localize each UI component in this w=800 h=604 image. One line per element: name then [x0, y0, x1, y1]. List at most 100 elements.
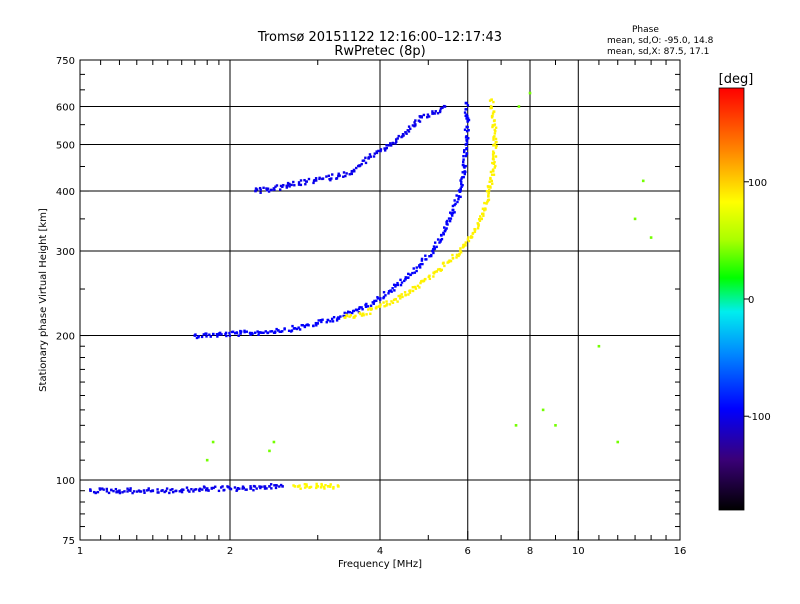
- echo-point: [459, 187, 462, 190]
- echo-point: [444, 228, 447, 232]
- echo-point: [392, 283, 396, 287]
- echo-point: [480, 212, 484, 216]
- echo-point: [362, 159, 366, 162]
- echo-point: [290, 183, 293, 187]
- echo-point: [121, 491, 124, 494]
- echo-point: [249, 333, 252, 336]
- echo-point: [435, 245, 438, 249]
- echo-point: [243, 330, 246, 334]
- echo-point: [493, 160, 496, 164]
- echo-point: [305, 485, 308, 488]
- echo-point: [451, 204, 455, 208]
- echo-point: [490, 173, 494, 176]
- echo-point: [463, 149, 466, 152]
- echo-point: [210, 487, 213, 490]
- echo-point: [352, 309, 356, 313]
- echo-point: [156, 488, 159, 491]
- echo-point: [467, 129, 470, 132]
- echo-point: [265, 487, 268, 490]
- echo-point: [641, 179, 645, 183]
- y-tick-label: 600: [56, 103, 75, 114]
- echo-point: [399, 297, 402, 300]
- echo-point: [431, 110, 434, 113]
- x-tick-label: 10: [572, 546, 585, 557]
- echo-point: [417, 119, 421, 122]
- echo-point: [354, 308, 358, 311]
- echo-point: [411, 286, 415, 289]
- echo-point: [220, 333, 223, 336]
- echo-point: [384, 294, 387, 297]
- echo-point: [322, 485, 326, 489]
- y-tick-label: 75: [62, 536, 75, 547]
- echo-point: [231, 330, 235, 333]
- echo-point: [445, 227, 448, 230]
- echo-point: [293, 184, 296, 187]
- echo-point: [391, 287, 394, 290]
- echo-point: [369, 312, 372, 316]
- echo-point: [399, 278, 402, 282]
- echo-point: [315, 324, 318, 327]
- echo-point: [195, 336, 199, 340]
- echo-point: [451, 253, 454, 257]
- echo-point: [424, 258, 427, 261]
- echo-point: [299, 179, 303, 182]
- echo-point: [292, 327, 296, 330]
- echo-point: [488, 99, 492, 102]
- echo-point: [409, 273, 412, 276]
- echo-point: [348, 311, 352, 314]
- echo-point: [400, 281, 404, 284]
- echo-point: [465, 130, 469, 133]
- chart-title: Tromsø 20151122 12:16:00–12:17:43: [257, 30, 502, 45]
- echo-point: [205, 487, 209, 490]
- echo-point: [245, 330, 248, 333]
- echo-point: [406, 129, 409, 132]
- echo-point: [149, 490, 153, 493]
- echo-point: [107, 491, 111, 495]
- colorbar-tick-label: 0: [748, 295, 754, 306]
- echo-point: [432, 247, 435, 251]
- echo-point: [489, 177, 492, 181]
- echo-point: [330, 317, 334, 321]
- echo-point: [394, 138, 398, 141]
- echo-point: [464, 241, 467, 244]
- echo-point: [466, 104, 470, 107]
- echo-point: [259, 486, 262, 490]
- echo-point: [408, 291, 412, 294]
- echo-point: [316, 322, 320, 325]
- echo-point: [242, 486, 246, 490]
- echo-point: [479, 215, 482, 218]
- echo-point: [270, 330, 274, 333]
- echo-point: [478, 219, 482, 222]
- echo-point: [373, 152, 376, 155]
- echo-point: [274, 185, 277, 188]
- echo-point: [202, 485, 206, 488]
- echo-point: [362, 313, 365, 317]
- echo-point: [494, 164, 497, 168]
- echo-point: [262, 331, 265, 334]
- echo-point: [110, 488, 113, 492]
- echo-point: [489, 170, 493, 174]
- echo-point: [491, 112, 495, 115]
- echo-point: [283, 327, 286, 330]
- echo-point: [254, 189, 257, 193]
- echo-point: [217, 332, 221, 335]
- echo-point: [200, 335, 204, 339]
- echo-point: [228, 331, 231, 335]
- echo-point: [494, 137, 498, 141]
- echo-point: [345, 172, 348, 175]
- echo-point: [378, 298, 382, 301]
- echo-point: [436, 238, 440, 241]
- echo-point: [94, 491, 97, 494]
- echo-point: [431, 249, 434, 253]
- echo-point: [266, 331, 269, 335]
- echo-point: [383, 147, 386, 150]
- echo-point: [492, 162, 496, 165]
- echo-point: [260, 485, 263, 488]
- echo-point: [326, 318, 329, 322]
- echo-point: [372, 302, 375, 305]
- echo-point: [465, 147, 468, 150]
- echo-point: [396, 281, 399, 285]
- echo-point: [450, 212, 453, 216]
- colorbar: [718, 87, 745, 511]
- y-tick-label: 500: [56, 141, 75, 152]
